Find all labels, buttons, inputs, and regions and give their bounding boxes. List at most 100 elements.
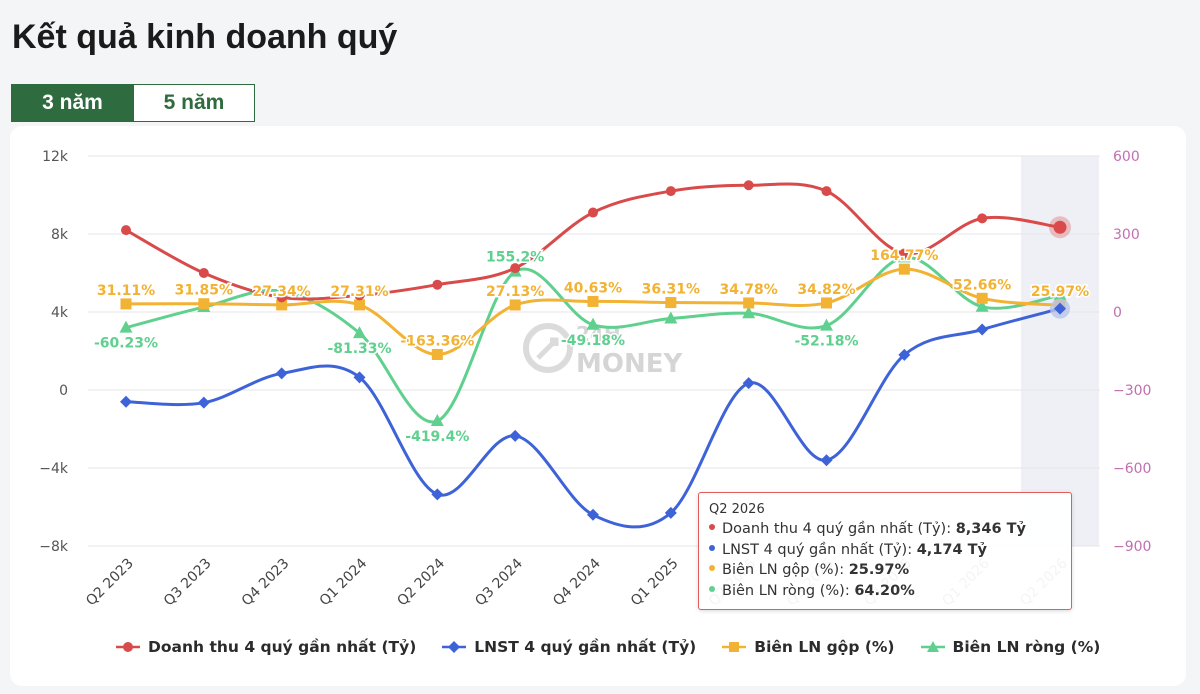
tooltip-row-net: Biên LN ròng (%): 64.20% — [709, 581, 1061, 602]
right-axis-tick-label: 0 — [1113, 305, 1122, 321]
profit-point — [353, 371, 366, 384]
revenue-point — [510, 263, 521, 274]
profit-point — [898, 348, 911, 361]
chart-card: −8k −4k 0 4k 8k 12k −900 −600 −300 0 300 600 Q2 2023… — [10, 126, 1186, 686]
tooltip-dot-icon — [709, 544, 715, 551]
watermark-text-bottom: MONEY — [576, 349, 683, 379]
profit-point — [509, 429, 522, 442]
tab-3-years[interactable]: 3 năm — [11, 84, 134, 122]
highlight-band — [1021, 156, 1099, 546]
gross-margin-data-label: 31.85% — [175, 283, 233, 299]
net-margin-point — [119, 320, 133, 333]
x-axis-tick-label: Q4 2023 — [239, 556, 293, 610]
gross-margin-point — [431, 348, 443, 360]
revenue-point — [743, 180, 754, 191]
x-axis-tick-label: Q2 2024 — [394, 555, 448, 609]
gross-margin-data-label: 25.97% — [1031, 284, 1089, 300]
gross-margin-point — [120, 298, 132, 310]
legend-item-profit[interactable]: LNST 4 quý gần nhất (Tỷ) — [442, 638, 696, 656]
profit-point — [976, 323, 989, 336]
net-margin-point — [820, 318, 833, 331]
tooltip-dot-icon — [709, 524, 715, 530]
right-axis-tick-label: −300 — [1113, 383, 1151, 399]
gross-margin-point — [587, 295, 599, 307]
left-axis-tick-label: 8k — [51, 227, 69, 243]
profit-point — [664, 506, 677, 519]
net-margin-data-label: -52.18% — [794, 334, 858, 350]
legend-label: Biên LN gộp (%) — [754, 638, 895, 656]
net-margin-data-label: -419.4% — [405, 429, 469, 445]
watermark-icon — [523, 323, 573, 373]
net-margin-point — [430, 414, 444, 427]
gross-margin-data-label: 34.82% — [797, 282, 855, 298]
legend-label: LNST 4 quý gần nhất (Tỷ) — [474, 638, 697, 656]
legend-item-net[interactable]: Biên LN ròng (%) — [920, 638, 1100, 656]
x-axis-tick-label: Q3 2023 — [161, 556, 215, 610]
gross-margin-data-label: 52.66% — [953, 277, 1011, 293]
gross-margin-point — [976, 292, 988, 304]
tooltip-label: Doanh thu 4 quý gần nhất (Tỷ): — [722, 521, 952, 537]
tooltip-dot-icon — [709, 585, 715, 592]
profit-point — [587, 508, 599, 521]
period-tabs: 3 năm 5 năm — [11, 84, 255, 122]
right-axis-tick-label: 300 — [1113, 227, 1140, 243]
gross-margin-data-label: 34.78% — [720, 282, 778, 298]
net-margin-point — [275, 284, 289, 297]
profit-point — [742, 377, 755, 390]
revenue-point — [899, 248, 910, 259]
chart-legend: Doanh thu 4 quý gần nhất (Tỷ) LNST 4 quý… — [116, 638, 1126, 656]
gross-margin-point — [743, 297, 755, 309]
net-margin-data-label: -49.18% — [561, 333, 625, 349]
revenue-point — [354, 290, 365, 301]
profit-point — [431, 488, 444, 501]
tooltip-label: Biên LN gộp (%): — [722, 562, 845, 578]
chart-tooltip: Q2 2026 Doanh thu 4 quý gần nhất (Tỷ): 8… — [698, 492, 1072, 610]
tooltip-title: Q2 2026 — [709, 502, 765, 517]
revenue-point — [121, 225, 131, 236]
legend-diamond-icon — [442, 641, 467, 653]
x-axis-tick-label: Q4 2024 — [550, 555, 604, 609]
tooltip-row-gross: Biên LN gộp (%): 25.97% — [709, 560, 1061, 581]
tooltip-value: 25.97% — [848, 562, 910, 578]
tooltip-dot-icon — [709, 565, 715, 571]
legend-label: Doanh thu 4 quý gần nhất (Tỷ) — [148, 638, 417, 656]
legend-item-gross[interactable]: Biên LN gộp (%) — [722, 638, 895, 656]
net-margin-data-label: 155.2% — [486, 250, 544, 266]
right-axis-tick-label: −600 — [1113, 461, 1151, 477]
revenue-point — [198, 268, 209, 278]
x-axis-tick-label: Q1 2024 — [317, 555, 371, 609]
watermark-arrow-icon — [536, 337, 559, 360]
profit-point — [1054, 302, 1066, 315]
revenue-point — [432, 279, 443, 290]
legend-circle-icon — [116, 642, 140, 652]
left-axis-tick-label: −4k — [39, 461, 69, 477]
revenue-point — [977, 213, 988, 224]
tooltip-row-profit: LNST 4 quý gần nhất (Tỷ): 4,174 Tỷ — [709, 540, 1061, 561]
legend-item-revenue[interactable]: Doanh thu 4 quý gần nhất (Tỷ) — [116, 638, 416, 656]
tooltip-label: LNST 4 quý gần nhất (Tỷ): — [722, 541, 913, 558]
net-margin-point — [664, 311, 678, 324]
profit-point — [275, 367, 288, 380]
gross-margin-point — [665, 297, 677, 309]
right-axis-tick-label: −900 — [1113, 539, 1151, 555]
net-margin-point — [1053, 288, 1067, 301]
gross-margin-data-label: 31.11% — [97, 283, 155, 299]
net-margin-point — [742, 306, 756, 319]
tab-5-years[interactable]: 5 năm — [134, 84, 255, 122]
net-margin-data-label: -81.33% — [327, 341, 391, 357]
gross-margin-data-label: 164.77% — [870, 248, 938, 264]
x-axis-tick-label: Q1 2025 — [628, 556, 682, 610]
tooltip-value: 8,346 Tỷ — [955, 521, 1026, 537]
gross-margin-data-label: 27.34% — [253, 284, 311, 300]
legend-square-icon — [722, 642, 747, 652]
tooltip-value: 4,174 Tỷ — [916, 541, 987, 558]
gross-margin-data-label: 27.13% — [486, 284, 544, 300]
gross-margin-point — [354, 299, 365, 311]
gross-margin-point — [198, 298, 210, 310]
gross-margin-point — [821, 297, 832, 309]
net-margin-point — [586, 317, 600, 330]
left-axis-tick-label: 4k — [51, 305, 69, 321]
quarterly-results-chart[interactable]: −8k −4k 0 4k 8k 12k −900 −600 −300 0 300 600 Q2 2023… — [10, 126, 1186, 686]
x-axis-tick-label: Q2 2023 — [83, 556, 137, 610]
